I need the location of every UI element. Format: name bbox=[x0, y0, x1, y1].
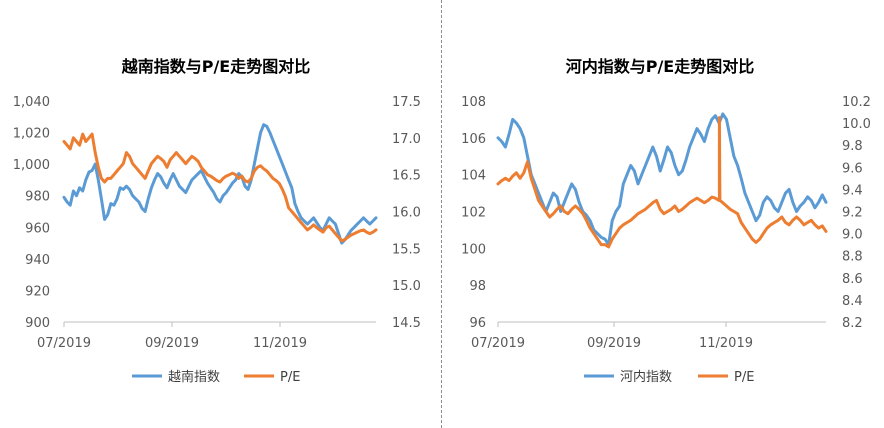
y-right-tick-label: 15.0 bbox=[392, 279, 421, 294]
y-right-tick-label: 9.8 bbox=[842, 139, 863, 154]
chart-title: 河内指数与P/E走势图对比 bbox=[566, 57, 755, 76]
y-right-tick-label: 14.5 bbox=[392, 316, 421, 331]
y-right-tick-label: 17.0 bbox=[392, 132, 421, 147]
y-left-tick-label: 108 bbox=[461, 95, 486, 110]
hanoi-index-chart: 河内指数与P/E走势图对比 108 106 104 102 100 98 96 10.2 10… bbox=[461, 57, 871, 385]
x-tick-label: 07/2019 bbox=[37, 336, 91, 351]
legend: 河内指数 P/E bbox=[584, 369, 754, 385]
y-right-tick-label: 8.8 bbox=[842, 250, 863, 265]
x-tick-label: 09/2019 bbox=[145, 336, 199, 351]
x-tick-label: 11/2019 bbox=[699, 336, 753, 351]
y-right-tick-label: 9.0 bbox=[842, 228, 863, 243]
y-right-tick-label: 16.5 bbox=[392, 169, 421, 184]
y-left-tick-label: 106 bbox=[461, 132, 486, 147]
y-left-tick-label: 1,020 bbox=[13, 127, 50, 142]
vietnam-index-chart: 越南指数与P/E走势图对比 1,040 1,020 1,000 980 960 940 92… bbox=[13, 57, 421, 385]
y-left-tick-label: 96 bbox=[469, 316, 486, 331]
legend-label-pe: P/E bbox=[280, 370, 300, 385]
y-left-tick-label: 960 bbox=[25, 221, 50, 236]
y-right-tick-label: 8.6 bbox=[842, 272, 863, 287]
panel-divider bbox=[441, 0, 442, 428]
y-right-tick-label: 15.5 bbox=[392, 242, 421, 257]
y-left-tick-label: 104 bbox=[461, 169, 486, 184]
y-left-tick-label: 98 bbox=[469, 279, 486, 294]
y-right-tick-label: 8.2 bbox=[842, 316, 863, 331]
y-left-tick-label: 100 bbox=[461, 242, 486, 257]
y-right-tick-label: 16.0 bbox=[392, 206, 421, 221]
y-left-tick-label: 102 bbox=[461, 206, 486, 221]
y-right-tick-label: 10.0 bbox=[842, 117, 871, 132]
legend-label-index: 越南指数 bbox=[168, 369, 220, 385]
y-left-tick-label: 1,000 bbox=[13, 158, 50, 173]
x-tick-label: 11/2019 bbox=[253, 336, 307, 351]
y-left-tick-label: 920 bbox=[25, 284, 50, 299]
chart-title: 越南指数与P/E走势图对比 bbox=[121, 57, 311, 76]
x-tick-label: 07/2019 bbox=[471, 336, 525, 351]
y-right-tick-label: 9.4 bbox=[842, 183, 863, 198]
legend-label-pe: P/E bbox=[734, 370, 754, 385]
y-right-tick-label: 10.2 bbox=[842, 95, 871, 110]
x-tick-label: 09/2019 bbox=[587, 336, 641, 351]
y-left-tick-label: 900 bbox=[25, 316, 50, 331]
y-right-tick-label: 9.2 bbox=[842, 206, 863, 221]
y-right-tick-label: 9.6 bbox=[842, 161, 863, 176]
y-left-tick-label: 1,040 bbox=[13, 95, 50, 110]
pe-series-line bbox=[62, 132, 378, 243]
y-right-tick-label: 17.5 bbox=[392, 95, 421, 110]
legend: 越南指数 P/E bbox=[132, 369, 300, 385]
legend-label-index: 河内指数 bbox=[620, 369, 672, 385]
y-left-tick-label: 940 bbox=[25, 253, 50, 268]
index-series-line bbox=[496, 112, 828, 247]
y-right-tick-label: 8.4 bbox=[842, 294, 863, 309]
pe-series-line bbox=[496, 116, 828, 249]
y-left-tick-label: 980 bbox=[25, 190, 50, 205]
